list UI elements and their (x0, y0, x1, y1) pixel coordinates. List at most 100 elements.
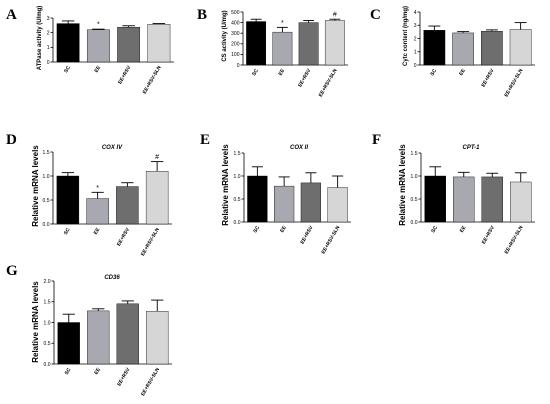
bar-ee-rsv-sln (510, 181, 532, 223)
panel-letter-d: D (6, 132, 17, 148)
panel-letter-a: A (6, 7, 17, 23)
panel-g-plot: 0.00.51.01.52.0SC EE EE+RSV EE+RSV-SLN (44, 279, 172, 397)
bar-ee (86, 198, 109, 225)
bar-ee-rsv (117, 27, 141, 63)
y-tick-label: 0 (414, 63, 417, 69)
y-tick-label: 1.0 (44, 320, 51, 326)
y-tick-label: 0.5 (44, 341, 51, 347)
y-tick-label: 0.0 (43, 222, 50, 228)
y-tick-label: 1.5 (44, 300, 51, 306)
panel-b: B CS activity (U/mg) 0 100 200 300 400 500 SC *… (197, 7, 348, 98)
y-tick-label: 0.5 (43, 198, 50, 204)
panel-c-y-axis-label: Cytc content (ng/mg) (403, 6, 409, 66)
panel-letter-f: F (372, 132, 381, 148)
significance-marker: * (96, 185, 99, 192)
bar-ee-rsv (116, 186, 139, 225)
y-tick-label: 2.0 (44, 279, 51, 285)
panel-letter-c: C (370, 7, 381, 23)
significance-marker: # (333, 12, 337, 19)
x-category-label: EE (458, 67, 467, 76)
x-category-label: EE (93, 366, 102, 375)
bar-ee (86, 29, 110, 63)
panel-g-title: CD36 (104, 275, 120, 281)
bar-sc (424, 175, 446, 223)
bar-ee-rsv (300, 182, 321, 223)
bar-ee (453, 176, 475, 223)
bar-ee-rsv (481, 31, 503, 66)
y-tick-label: 2 (47, 30, 50, 36)
bar-ee-rsv (298, 22, 319, 66)
x-category-label: SC (429, 68, 438, 77)
panel-e-y-axis-label: Relative mRNA levels (221, 144, 230, 226)
y-tick-label: 500 (231, 10, 240, 16)
y-tick-label: 0.0 (234, 220, 241, 226)
y-tick-label: 400 (231, 20, 240, 26)
y-tick-label: 3 (47, 16, 50, 22)
bar-ee-rsv-sln (147, 24, 171, 63)
y-tick-label: 1.5 (411, 151, 418, 157)
y-tick-label: 1.0 (43, 174, 50, 180)
panel-d: D COX IV Relative mRNA levels 0.0 0.5 1.0 1… (6, 132, 172, 257)
y-tick-label: 0.5 (411, 197, 418, 203)
significance-marker: * (97, 22, 100, 29)
bar-ee-rsv-sln (509, 29, 532, 66)
y-tick-label: 1 (414, 50, 417, 56)
panel-letter-g: G (6, 263, 18, 279)
bar-sc (423, 30, 446, 66)
panel-f-title: CPT-1 (462, 145, 480, 151)
significance-marker: # (155, 154, 159, 161)
x-category-label: SC (63, 65, 72, 74)
x-category-label: EE (94, 64, 103, 73)
y-tick-label: 0.0 (411, 220, 418, 226)
bar-ee (87, 310, 110, 365)
panel-d-y-axis-label: Relative mRNA levels (31, 145, 40, 227)
bar-sc (247, 175, 268, 223)
panel-d-plot: 0.00.51.01.5SC*EE EE+RSV#EE+RSV-SLN (43, 150, 172, 257)
panel-letter-b: B (197, 7, 207, 23)
panel-e-title: COX II (290, 145, 308, 151)
x-category-label: EE (279, 224, 288, 233)
y-tick-label: 0.0 (44, 362, 51, 368)
bar-ee-rsv-sln (327, 187, 348, 223)
panel-f-y-axis-label: Relative mRNA levels (398, 144, 407, 226)
bar-sc (56, 23, 80, 63)
bar-sc (56, 175, 80, 225)
x-category-label: EE (93, 226, 102, 235)
x-category-label: SC (251, 68, 260, 77)
y-tick-label: 0 (237, 63, 240, 69)
y-tick-label: 1 (47, 45, 50, 51)
panel-d-title: COX IV (102, 145, 123, 151)
bar-ee-rsv-sln (145, 170, 169, 225)
x-category-label: SC (430, 225, 439, 234)
panel-f: F CPT-1 Relative mRNA levels 0.0 0.5 1.0 1.… (372, 132, 535, 255)
y-tick-label: 300 (231, 31, 240, 37)
bar-ee-rsv-sln (146, 311, 169, 365)
significance-marker: * (281, 20, 284, 27)
y-tick-label: 2 (414, 36, 417, 42)
y-tick-label: 1.0 (411, 174, 418, 180)
bar-sc (246, 21, 267, 66)
bar-ee-rsv (481, 176, 503, 223)
y-tick-label: 1.5 (43, 150, 50, 156)
panel-f-plot: 0.00.51.01.5SC EE EE+RSV EE+RSV-SLN (411, 151, 535, 255)
bar-sc (57, 322, 80, 365)
x-category-label: SC (252, 225, 261, 234)
x-category-label: EE (278, 67, 287, 76)
y-tick-label: 1.0 (234, 174, 241, 180)
bar-ee (452, 32, 474, 66)
y-tick-label: 0.5 (234, 197, 241, 203)
y-tick-label: 4 (414, 10, 417, 16)
x-category-label: SC (63, 227, 72, 236)
panel-g-y-axis-label: Relative mRNA levels (31, 281, 40, 363)
y-tick-label: 3 (414, 23, 417, 29)
x-category-label: SC (64, 367, 73, 376)
panel-g: G CD36 Relative mRNA levels 0.0 0.5 1.0 1.5… (6, 263, 172, 397)
bar-ee-rsv (116, 303, 139, 365)
bar-ee-rsv-sln (324, 20, 345, 66)
x-category-label: EE (459, 224, 468, 233)
bar-ee (272, 31, 293, 66)
y-tick-label: 0 (47, 60, 50, 66)
